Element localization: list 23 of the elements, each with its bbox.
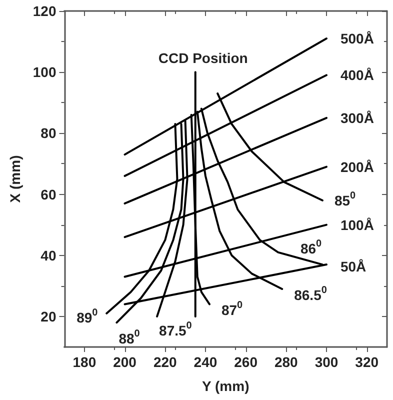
y-tick-label: 60	[40, 186, 56, 202]
x-tick-label: 320	[355, 354, 379, 370]
series-label: CCD Position	[158, 50, 248, 66]
series-label: 100Å	[340, 216, 374, 233]
y-tick-label: 40	[40, 247, 56, 264]
x-tick-label: 260	[234, 354, 258, 370]
y-axis-title: X (mm)	[7, 155, 23, 203]
y-tick-label: 100	[32, 64, 56, 80]
x-axis-title: Y (mm)	[202, 378, 250, 394]
series-label: 200Å	[340, 158, 374, 175]
x-tick-label: 220	[153, 354, 178, 370]
x-tick-label: 280	[274, 354, 298, 370]
x-tick-label: 300	[314, 354, 338, 370]
y-tick-label: 20	[40, 308, 56, 324]
y-tick-label: 120	[32, 3, 56, 19]
series-label: 400Å	[340, 67, 374, 84]
series-label: 300Å	[340, 110, 374, 126]
x-tick-label: 240	[194, 354, 218, 370]
series-label: 50Å	[340, 258, 366, 275]
y-tick-label: 80	[40, 125, 56, 142]
x-tick-label: 200	[113, 354, 137, 370]
series-label: 500Å	[340, 30, 374, 46]
x-tick-label: 180	[72, 354, 96, 370]
